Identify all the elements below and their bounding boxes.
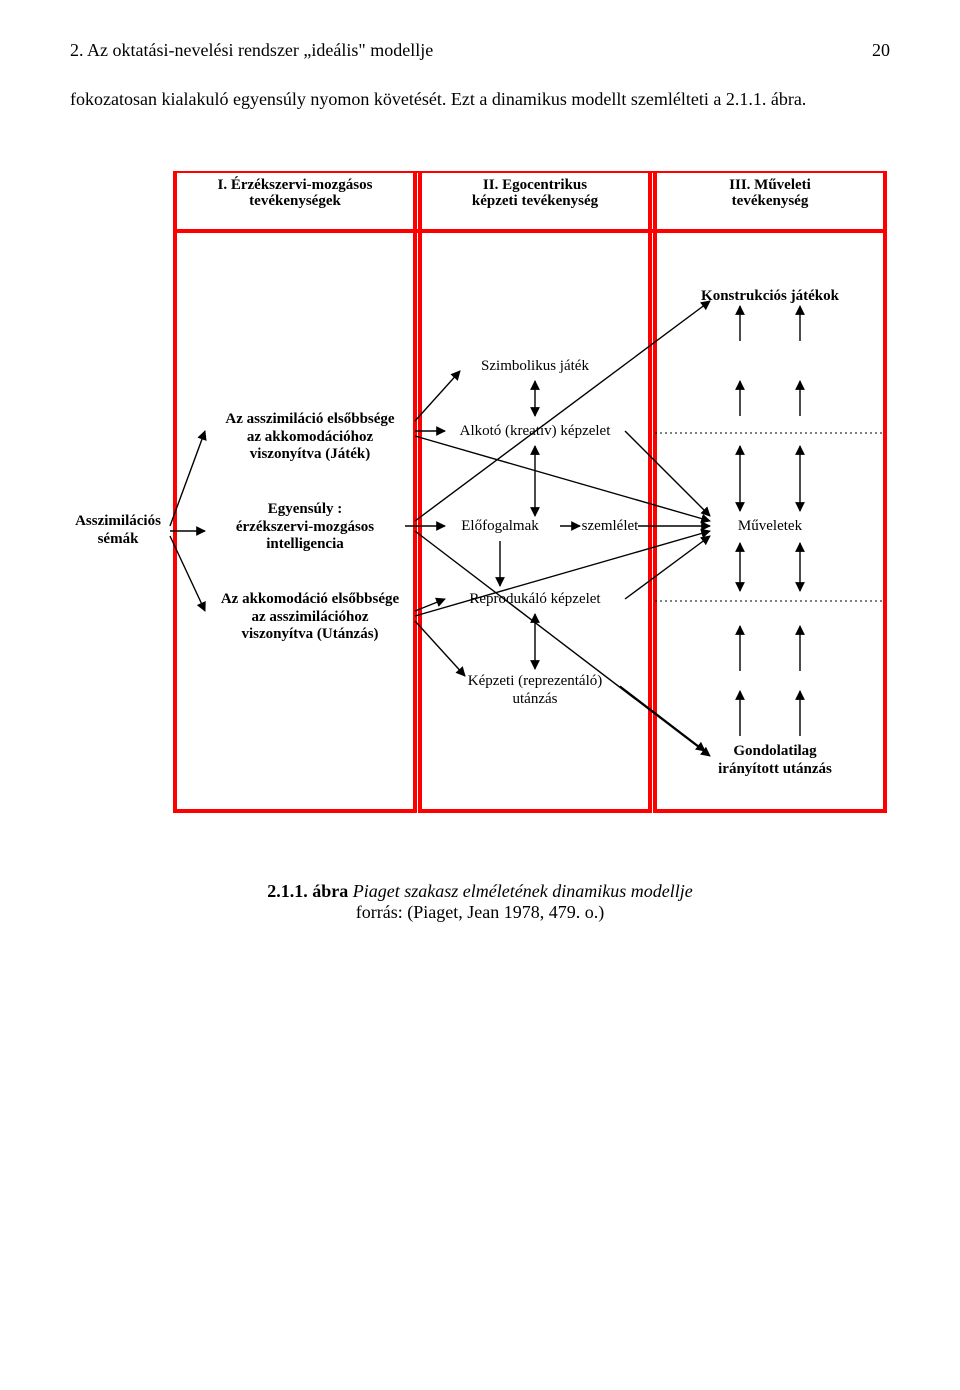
caption-title: Piaget szakasz elméletének dinamikus mod…: [348, 881, 692, 901]
node-asszim_first: Az asszimiláció elsőbbségeaz akkomodáció…: [195, 411, 425, 463]
node-assz_semak: Asszimilációssémák: [63, 513, 173, 548]
node-muveletek: Műveletek: [715, 518, 825, 535]
caption-source: forrás: (Piaget, Jean 1978, 479. o.): [356, 902, 604, 922]
node-gondolat: Gondolatilagirányított utánzás: [685, 743, 865, 778]
header-left: 2. Az oktatási-nevelési rendszer „ideáli…: [70, 40, 433, 61]
page-header: 2. Az oktatási-nevelési rendszer „ideáli…: [70, 40, 890, 61]
svg-text:III. Műveleti: III. Műveleti: [729, 177, 811, 193]
node-szimb: Szimbolikus játék: [445, 358, 625, 375]
node-reprod: Reprodukáló képzelet: [435, 591, 635, 608]
intro-paragraph: fokozatosan kialakuló egyensúly nyomon k…: [70, 87, 890, 111]
header-right: 20: [872, 40, 890, 61]
figure-caption: 2.1.1. ábra Piaget szakasz elméletének d…: [70, 881, 890, 923]
node-akkom_first: Az akkomodáció elsőbbségeaz asszimiláció…: [190, 591, 430, 643]
svg-text:I. Érzékszervi-mozgásos: I. Érzékszervi-mozgásos: [218, 176, 373, 193]
svg-text:tevékenységek: tevékenységek: [249, 193, 341, 209]
node-szemlelet: szemlélet: [565, 518, 655, 535]
node-kepzeti: Képzeti (reprezentáló)utánzás: [430, 673, 640, 708]
node-elofog: Előfogalmak: [440, 518, 560, 535]
node-alkoto: Alkotó (kreatív) képzelet: [430, 423, 640, 440]
svg-text:tevékenység: tevékenység: [732, 193, 809, 209]
svg-text:képzeti tevékenység: képzeti tevékenység: [472, 193, 599, 209]
node-egyensuly: Egyensúly :érzékszervi-mozgásosintellige…: [195, 501, 415, 553]
piaget-diagram: I. Érzékszervi-mozgásostevékenységek II. …: [70, 171, 890, 851]
svg-text:II. Egocentrikus: II. Egocentrikus: [483, 177, 587, 193]
caption-number: 2.1.1. ábra: [267, 881, 348, 901]
node-konstr: Konstrukciós játékok: [670, 288, 870, 305]
